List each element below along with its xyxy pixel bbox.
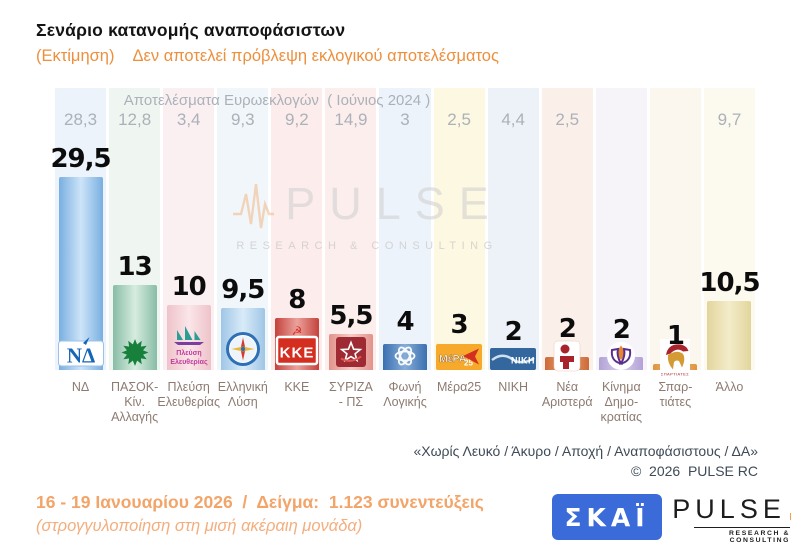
party-column-ellysi: 9,3 9,5 Ελληνική Λύση [217,88,269,409]
column-background-mera25 [433,88,485,370]
party-label-nea-aristera: Νέα Αριστερά [541,380,593,409]
spartiates-logo-icon: ΣΠΑΡΤΙΑΤΕΣ [655,339,695,377]
chart-footnote: «Χωρίς Λευκό / Άκυρο / Αποχή / Αναποφάσι… [413,441,758,482]
value-label-plefsi: 10 [171,271,207,302]
bar-chart: Αποτελέσματα Ευρωεκλογών ( Ιούνιος 2024 … [50,88,761,424]
value-label-pasok: 13 [117,252,153,282]
party-column-foni: 3 4 Φωνή Λογικής [379,88,431,409]
party-column-allo: 9,7 10,5 Άλλο [699,88,761,394]
euro-result-value-kke: 9,2 [285,110,309,129]
party-column-plefsi: 3,4 Πλεύση Ελευθερίας 10 Πλεύση Ελευθερίας [157,88,220,409]
bar-allo [707,301,752,370]
pulse-logo-subtext: RESEARCH & CONSULTING [694,527,790,544]
column-background-nea-aristera [541,88,593,370]
footnote-quote: «Χωρίς Λευκό / Άκυρο / Αποχή / Αναποφάσι… [413,443,758,459]
column-background-syriza [325,88,377,370]
svg-text:Πλεύση: Πλεύση [176,349,201,357]
party-label-kinima-dimokratias: Κίνημα Δημο- κρατίας [600,380,643,424]
euro-result-value-mera25: 2,5 [447,110,471,129]
euro-result-value-foni: 3 [400,110,410,129]
party-column-kke: 9,2 ☭ ΚΚΕ 8 ΚΚΕ [271,88,323,394]
pulse-logo: PULSE RESEARCH & CONSULTING [668,489,790,544]
kke-logo-icon: ☭ ΚΚΕ [274,324,320,368]
party-label-spartiates: Σπαρ- τιάτες [658,380,693,409]
euro-result-value-niki: 4,4 [501,110,525,129]
value-label-allo: 10,5 [699,268,760,299]
column-background-kinima-dimokratias [595,88,647,370]
party-label-allo: Άλλο [715,380,744,394]
value-label-nd: 29,5 [50,144,111,175]
nea-aristera-logo-icon [552,340,582,372]
party-label-ellysi: Ελληνική Λύση [217,380,268,409]
fieldwork-dates-sample: 16 - 19 Ιανουαρίου 2026 / Δείγμα: 1.123 … [36,492,484,512]
euro-result-value-allo: 9,7 [717,110,742,129]
bar-nd [58,177,103,370]
svg-text:Ελευθερίας: Ελευθερίας [170,358,208,366]
party-column-kinima-dimokratias: 2 Κίνημα Δημο- κρατίας [595,88,647,424]
party-label-syriza: ΣΥΡΙΖΑ - ΠΣ [329,380,373,409]
subtitle-disclaimer: Δεν αποτελεί πρόβλεψη εκλογικού αποτελέσ… [132,47,499,65]
subtitle-estimation: (Εκτίμηση) [36,47,115,65]
svg-text:ΚΚΕ: ΚΚΕ [280,345,315,362]
party-column-nd: 28,3 ΝΔ 29,5 ΝΔ [50,88,112,394]
party-label-foni: Φωνή Λογικής [383,380,427,409]
mera25-logo-icon: ΜέΡΑ 25 [436,344,483,370]
page-title: Σενάριο κατανομής αναποφάσιστων [36,20,346,40]
skai-logo: ΣΚΑΪ [552,494,662,540]
value-label-nea-aristera: 2 [558,314,577,344]
foni-logo-icon [388,343,422,369]
rounding-note: (στρογγυλοποίηση στη μισή ακέραιη μονάδα… [36,517,363,535]
value-label-mera25: 3 [450,310,469,340]
pasok-logo-icon [113,335,157,367]
value-label-spartiates: 1 [666,321,685,351]
value-label-foni: 4 [396,307,414,337]
svg-text:ΜέΡΑ: ΜέΡΑ [439,353,467,365]
pulse-logo-text: PULSE [672,494,786,524]
party-label-plefsi: Πλεύση Ελευθερίας [157,380,221,409]
svg-text:ΝΔ: ΝΔ [66,344,94,368]
party-label-mera25: Μέρα25 [436,380,482,394]
party-label-nd: ΝΔ [71,380,90,394]
kinima-dimokratias-logo-icon [605,341,637,371]
svg-text:25: 25 [464,359,473,368]
niki-logo-icon: ΝΙΚΗ [490,348,537,370]
column-background-spartiates [649,88,701,370]
skai-logo-text: ΣΚΑΪ [564,502,650,532]
value-label-kinima-dimokratias: 2 [612,315,631,345]
euro-result-value-nd: 28,3 [63,110,98,129]
svg-text:ΝΙΚΗ: ΝΙΚΗ [511,356,535,366]
chart-subtitle: (Εκτίμηση) Δεν αποτελεί πρόβλεψη εκλογικο… [36,47,499,66]
nd-logo-icon: ΝΔ [57,337,104,368]
party-column-nea-aristera: 2,5 2 Νέα Αριστερά [541,88,593,409]
euro-result-value-nea-aristera: 2,5 [555,110,580,129]
svg-text:ΣΠΑΡΤΙΑΤΕΣ: ΣΠΑΡΤΙΑΤΕΣ [661,372,689,377]
value-label-kke: 8 [288,284,306,315]
party-column-spartiates: ΣΠΑΡΤΙΑΤΕΣ 1 Σπαρ- τιάτες [649,88,701,409]
euro-result-value-plefsi: 3,4 [176,110,201,129]
euro-result-value-pasok: 12,8 [118,110,152,129]
euro-result-value-ellysi: 9,3 [230,110,255,129]
euro-result-value-syriza: 14,9 [334,110,368,129]
chart-columns: 28,3 ΝΔ 29,5 ΝΔ 12,8 13 ΠΑΣΟΚ-Κίν. Αλλαγής 3,4 Π… [50,88,761,424]
column-background-foni [379,88,431,370]
party-column-niki: 4,4 ΝΙΚΗ 2 ΝΙΚΗ [487,88,539,394]
column-background-niki [487,88,539,370]
footnote-copyright: © 2026 PULSE RC [630,463,758,480]
plefsi-logo-icon: Πλεύση Ελευθερίας [167,324,211,366]
svg-text:☭: ☭ [291,324,302,338]
value-label-niki: 2 [504,317,523,347]
party-column-pasok: 12,8 13 ΠΑΣΟΚ-Κίν. Αλλαγής [109,88,161,424]
party-label-niki: ΝΙΚΗ [498,380,529,394]
euro-results-header: Αποτελέσματα Ευρωεκλογών ( Ιούνιος 2024 … [123,92,431,109]
party-label-pasok: ΠΑΣΟΚ-Κίν. Αλλαγής [110,380,159,424]
party-label-kke: ΚΚΕ [284,380,310,394]
party-column-mera25: 2,5 ΜέΡΑ 25 3 Μέρα25 [433,88,485,394]
value-label-ellysi: 9,5 [221,274,265,305]
ellysi-logo-icon [225,331,261,367]
value-label-syriza: 5,5 [329,301,373,331]
party-column-syriza: 14,9 5,5 ΣΥΡΙΖΑ - ΠΣ [325,88,377,409]
syriza-logo-icon [335,337,366,367]
